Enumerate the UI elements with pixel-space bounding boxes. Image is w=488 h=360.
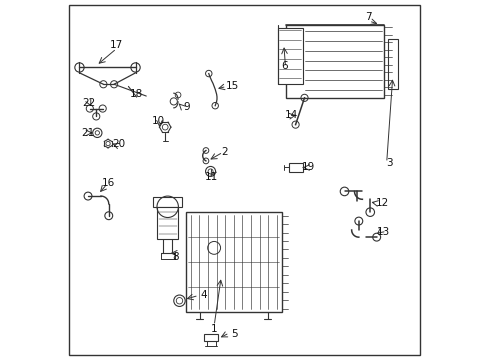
- Text: 17: 17: [110, 40, 123, 50]
- Text: 14: 14: [285, 110, 298, 120]
- Text: 21: 21: [81, 128, 95, 138]
- Bar: [288, 163, 302, 172]
- Text: 9: 9: [183, 102, 189, 112]
- Bar: [185, 212, 282, 312]
- Text: 1: 1: [210, 324, 217, 334]
- Text: 16: 16: [101, 178, 114, 188]
- Text: 5: 5: [231, 329, 237, 339]
- Text: 7: 7: [365, 13, 371, 22]
- Text: 3: 3: [385, 158, 392, 168]
- Bar: [277, 28, 302, 84]
- Text: 13: 13: [376, 227, 389, 237]
- Text: 11: 11: [204, 172, 218, 182]
- Text: 6: 6: [281, 62, 287, 71]
- Text: 20: 20: [112, 139, 125, 149]
- Text: 18: 18: [130, 89, 143, 99]
- Bar: [153, 197, 182, 207]
- Text: 8: 8: [172, 252, 179, 262]
- Bar: [157, 207, 178, 239]
- Text: 22: 22: [82, 98, 96, 108]
- Text: 4: 4: [200, 290, 206, 300]
- Text: 19: 19: [302, 162, 315, 172]
- Text: 10: 10: [151, 116, 164, 126]
- Bar: [204, 334, 218, 342]
- Text: 2: 2: [221, 147, 228, 157]
- Bar: [387, 39, 397, 89]
- Text: 15: 15: [225, 81, 238, 91]
- Bar: [285, 24, 383, 98]
- Text: 12: 12: [375, 198, 388, 208]
